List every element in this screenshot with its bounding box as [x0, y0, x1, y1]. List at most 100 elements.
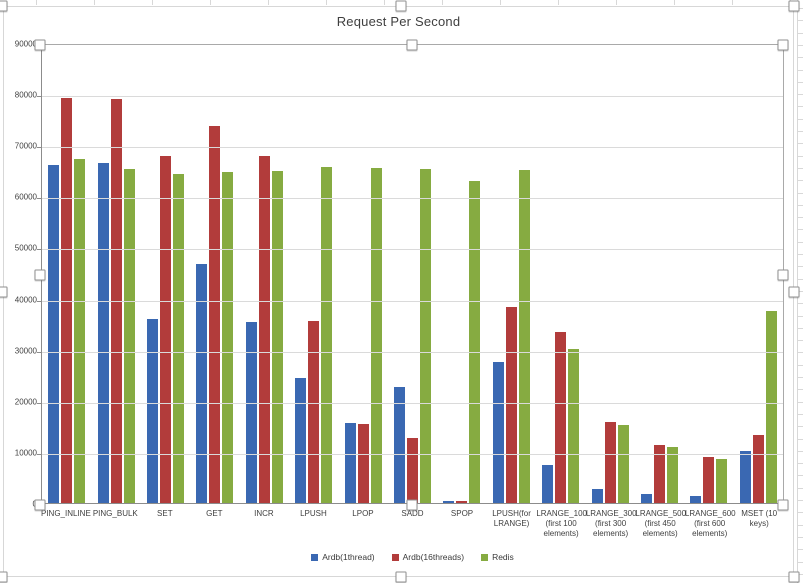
excel-row-gridline	[797, 180, 803, 181]
bar-ardb-1thread[interactable]	[147, 318, 159, 503]
excel-row-gridline	[797, 229, 803, 230]
legend-item-redis[interactable]: Redis	[481, 552, 514, 562]
bar-ardb-16threads[interactable]	[456, 501, 468, 503]
chart-resize-handle[interactable]	[0, 571, 8, 583]
chart-resize-handle[interactable]	[788, 0, 800, 12]
bar-ardb-16threads[interactable]	[703, 457, 715, 503]
excel-row-gridline	[797, 340, 803, 341]
bar-redis[interactable]	[469, 181, 481, 503]
bar-redis[interactable]	[370, 167, 382, 503]
bar-ardb-1thread[interactable]	[97, 163, 109, 503]
plot-area-resize-handle[interactable]	[34, 269, 46, 281]
bar-ardb-16threads[interactable]	[258, 155, 270, 503]
chart-resize-handle[interactable]	[788, 571, 800, 583]
legend-item-ardb-16threads[interactable]: Ardb(16threads)	[391, 552, 465, 562]
y-axis-tick	[37, 147, 41, 149]
excel-column-gridline	[94, 0, 95, 5]
bar-redis[interactable]	[765, 311, 777, 503]
bar-ardb-1thread[interactable]	[443, 501, 455, 503]
bar-redis[interactable]	[667, 446, 679, 503]
chart-resize-handle[interactable]	[0, 286, 8, 298]
excel-row-gridline	[797, 33, 803, 34]
excel-row-gridline	[797, 143, 803, 144]
bar-ardb-1thread[interactable]	[690, 496, 702, 503]
legend-swatch	[391, 553, 399, 561]
plot-area-resize-handle[interactable]	[406, 39, 418, 51]
excel-row-gridline	[797, 168, 803, 169]
legend-item-ardb-1thread[interactable]: Ardb(1thread)	[311, 552, 375, 562]
excel-row-gridline	[797, 537, 803, 538]
gridline	[42, 351, 783, 353]
bar-redis[interactable]	[321, 166, 333, 503]
plot-area-resize-handle[interactable]	[777, 39, 789, 51]
bar-ardb-1thread[interactable]	[394, 386, 406, 503]
plot-area-resize-handle[interactable]	[777, 499, 789, 511]
bar-ardb-16threads[interactable]	[505, 306, 517, 503]
bar-ardb-16threads[interactable]	[555, 332, 567, 503]
bar-ardb-1thread[interactable]	[245, 321, 257, 503]
bar-ardb-1thread[interactable]	[739, 451, 751, 503]
x-axis[interactable]: PING_INLINE PING_BULK SET GET INCR LPUSH LPOP S…	[41, 505, 784, 539]
bar-ardb-16threads[interactable]	[308, 321, 320, 503]
bar-redis[interactable]	[74, 158, 86, 503]
bar-ardb-1thread[interactable]	[196, 264, 208, 503]
gridline	[42, 147, 783, 149]
bar-ardb-16threads[interactable]	[209, 125, 221, 503]
chart-title[interactable]: Request Per Second	[336, 14, 461, 29]
gridline	[42, 198, 783, 200]
excel-row-gridline	[797, 266, 803, 267]
bar-redis[interactable]	[222, 171, 234, 503]
y-axis-label: 20000	[14, 397, 37, 407]
bar-group	[388, 45, 437, 503]
bar-redis[interactable]	[123, 168, 135, 503]
chart[interactable]: Request Per Second 010000200003000040000…	[3, 6, 794, 577]
chart-resize-handle[interactable]	[395, 0, 407, 12]
legend-label: Ardb(16threads)	[402, 552, 465, 562]
bar-redis[interactable]	[173, 173, 185, 503]
bar-redis[interactable]	[568, 349, 580, 503]
bar-groups	[42, 45, 783, 503]
bar-ardb-1thread[interactable]	[344, 422, 356, 503]
plot-area[interactable]	[37, 44, 784, 505]
plot-area-resize-handle[interactable]	[34, 39, 46, 51]
bar-redis[interactable]	[716, 458, 728, 503]
bar-ardb-1thread[interactable]	[542, 465, 554, 503]
bar-group	[536, 45, 585, 503]
chart-resize-handle[interactable]	[395, 571, 407, 583]
bar-redis[interactable]	[518, 170, 530, 503]
bar-ardb-1thread[interactable]	[492, 361, 504, 503]
bar-redis[interactable]	[420, 168, 432, 503]
bar-ardb-16threads[interactable]	[654, 444, 666, 503]
bar-ardb-1thread[interactable]	[295, 377, 307, 503]
bar-redis[interactable]	[617, 425, 629, 503]
excel-row-gridline	[797, 242, 803, 243]
y-axis-label: 40000	[14, 295, 37, 305]
plot-area-resize-handle[interactable]	[34, 499, 46, 511]
y-axis-tick	[37, 249, 41, 251]
y-axis-label: 70000	[14, 141, 37, 151]
plot-area-resize-handle[interactable]	[777, 269, 789, 281]
excel-column-gridline	[500, 0, 501, 5]
excel-row-gridline	[797, 106, 803, 107]
bar-ardb-1thread[interactable]	[641, 494, 653, 503]
bar-ardb-16threads[interactable]	[61, 97, 73, 503]
bar-ardb-16threads[interactable]	[160, 156, 172, 503]
bar-ardb-16threads[interactable]	[604, 421, 616, 503]
chart-resize-handle[interactable]	[0, 0, 8, 12]
chart-resize-handle[interactable]	[788, 286, 800, 298]
excel-column-gridline	[326, 0, 327, 5]
plot-area-resize-handle[interactable]	[406, 499, 418, 511]
bar-ardb-16threads[interactable]	[752, 435, 764, 503]
x-axis-label: SET	[157, 509, 173, 518]
excel-row-gridline	[797, 500, 803, 501]
y-axis[interactable]: 0100002000030000400005000060000700008000…	[4, 40, 37, 509]
x-axis-label: MSET (10 keys)	[741, 509, 778, 528]
bar-ardb-1thread[interactable]	[591, 488, 603, 503]
bar-ardb-1thread[interactable]	[48, 165, 60, 503]
bar-redis[interactable]	[271, 170, 283, 503]
bar-ardb-16threads[interactable]	[407, 438, 419, 503]
excel-row-gridline	[797, 254, 803, 255]
bar-ardb-16threads[interactable]	[357, 424, 369, 503]
legend[interactable]: Ardb(1thread) Ardb(16threads) Redis	[41, 552, 784, 562]
excel-row-gridline	[797, 20, 803, 21]
